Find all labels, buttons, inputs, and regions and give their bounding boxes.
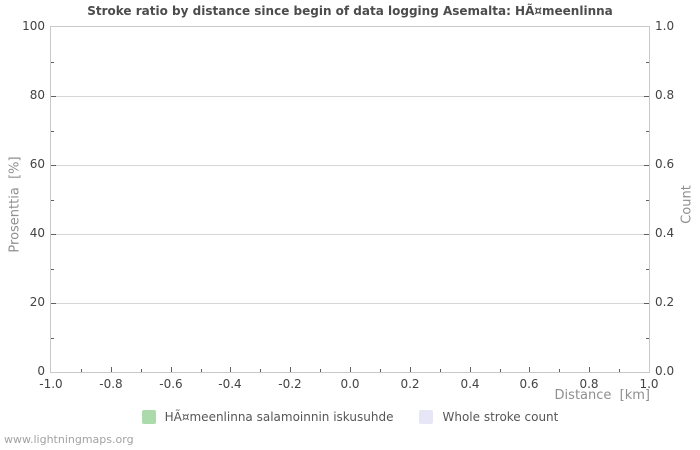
x-tick [230,367,231,372]
x-tick [559,369,560,372]
y-left-tick [51,96,56,97]
y-right-tick [646,338,649,339]
y-right-tick [644,234,649,235]
x-tick [500,369,501,372]
legend-label: HÃ¤meenlinna salamoinnin iskusuhde [164,410,394,424]
x-tick [589,367,590,372]
x-tick [470,367,471,372]
x-tick [81,369,82,372]
x-tick-label: 1.0 [639,377,659,391]
legend-item: HÃ¤meenlinna salamoinnin iskusuhde [141,410,394,424]
y-axis-right-label: Count [679,185,695,224]
y-left-tick [51,131,54,132]
y-left-tick-label: 40 [29,226,45,240]
y-right-tick [644,165,649,166]
chart-title: Stroke ratio by distance since begin of … [87,4,613,18]
legend: HÃ¤meenlinna salamoinnin iskusuhde Whole … [0,410,700,424]
x-tick [201,369,202,372]
y-left-tick-label: 20 [29,295,45,309]
y-left-tick [51,62,54,63]
x-tick [529,367,530,372]
y-left-tick [51,269,54,270]
legend-label: Whole stroke count [442,410,559,424]
x-tick [111,367,112,372]
x-tick [320,369,321,372]
y-left-tick [51,200,54,201]
y-right-tick-label: 0.2 [655,295,675,309]
y-left-tick-label: 60 [29,157,45,171]
x-tick-label: 0.4 [460,377,480,391]
x-tick [290,367,291,372]
gridline-h [51,234,649,235]
x-tick-label: 0.0 [340,377,360,391]
y-right-tick [646,200,649,201]
y-left-tick [51,338,54,339]
y-right-tick [644,303,649,304]
watermark: www.lightningmaps.org [4,433,134,446]
legend-item: Whole stroke count [419,410,558,424]
y-left-tick-label: 100 [22,19,45,33]
y-right-tick-label: 0.4 [655,226,675,240]
x-tick [440,369,441,372]
x-tick-label: 0.2 [400,377,420,391]
y-right-tick [646,62,649,63]
x-tick [141,369,142,372]
x-tick [619,369,620,372]
x-tick-label: -0.6 [159,377,183,391]
x-tick [350,367,351,372]
x-tick-label: -0.8 [99,377,123,391]
y-right-tick-label: 0.8 [655,88,675,102]
x-tick [171,367,172,372]
y-right-tick [646,269,649,270]
y-axis-left-label: Prosenttia [%] [7,156,23,253]
y-right-tick [646,131,649,132]
y-left-tick-label: 0 [37,364,45,378]
y-right-tick-label: 0.0 [655,364,675,378]
x-axis-label: Distance [km] [554,388,650,403]
x-tick-label: 0.8 [579,377,599,391]
y-right-tick [644,96,649,97]
x-tick-label: -0.4 [218,377,242,391]
y-right-tick-label: 0.6 [655,157,675,171]
gridline-h [51,303,649,304]
x-tick-label: -0.2 [278,377,302,391]
legend-swatch [141,410,156,424]
x-tick [380,369,381,372]
x-tick [410,367,411,372]
x-tick-label: -1.0 [39,377,63,391]
x-tick [260,369,261,372]
x-tick-label: 0.6 [519,377,539,391]
gridline-h [51,96,649,97]
plot-area [50,26,650,373]
y-left-tick [51,165,56,166]
legend-swatch [419,410,434,424]
y-left-tick [51,303,56,304]
gridline-h [51,165,649,166]
y-left-tick-label: 80 [29,88,45,102]
y-left-tick [51,234,56,235]
y-right-tick-label: 1.0 [655,19,675,33]
